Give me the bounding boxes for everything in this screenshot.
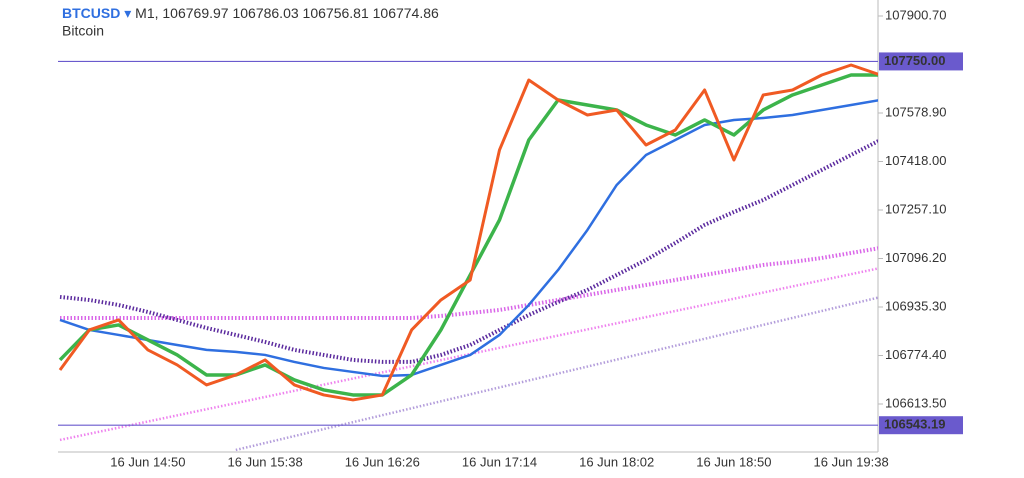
price-level-tag (879, 52, 963, 71)
y-tick-label: 106613.50 (885, 395, 946, 410)
header: BTCUSD ▾ M1, 106769.97 106786.03 106756.… (62, 5, 439, 21)
price-level-label: 107750.00 (884, 53, 945, 68)
series-line (59, 99, 878, 378)
x-tick-label: 16 Jun 17:14 (462, 454, 537, 469)
symbol[interactable]: BTCUSD (62, 5, 120, 21)
y-tick-label: 107257.10 (885, 201, 946, 216)
series-line (235, 296, 878, 452)
x-tick-label: 16 Jun 18:50 (696, 454, 771, 469)
y-tick-label: 107578.90 (885, 104, 946, 119)
dropdown-icon[interactable]: ▾ (124, 5, 131, 21)
y-tick-label: 107418.00 (885, 153, 946, 168)
y-tick-label: 107096.20 (885, 250, 946, 265)
subtitle: Bitcoin (62, 23, 104, 39)
ohlc-low: 106756.81 (303, 5, 369, 21)
x-tick-label: 16 Jun 14:50 (110, 454, 185, 469)
y-tick-label: 106774.40 (885, 347, 946, 362)
x-tick-label: 16 Jun 19:38 (814, 454, 889, 469)
plot-area (58, 63, 878, 452)
y-tick-label: 106935.30 (885, 298, 946, 313)
x-tick-label: 16 Jun 18:02 (579, 454, 654, 469)
price-level-label: 106543.19 (884, 417, 945, 432)
series-line (59, 138, 878, 364)
separator: , (155, 5, 159, 21)
price-level-tag (879, 416, 963, 435)
x-tick-label: 16 Jun 15:38 (228, 454, 303, 469)
ohlc-high: 106786.03 (232, 5, 298, 21)
ohlc-close: 106774.86 (373, 5, 439, 21)
series-line (58, 63, 878, 402)
timeframe: M1 (135, 5, 155, 21)
y-tick-label: 107900.70 (885, 7, 946, 22)
x-tick-label: 16 Jun 16:26 (345, 454, 420, 469)
ohlc-open: 106769.97 (162, 5, 228, 21)
series-line (60, 246, 878, 320)
